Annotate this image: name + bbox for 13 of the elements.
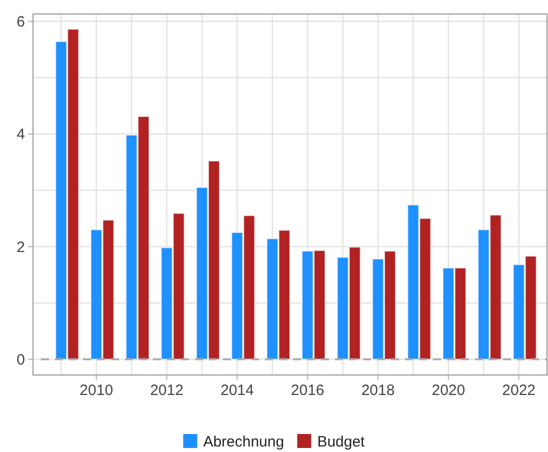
legend-label: Abrechnung [203,433,284,450]
x-tick-label: 2020 [432,382,466,399]
y-tick-label: 0 [16,351,25,368]
y-tick-label: 2 [16,238,25,256]
y-tick-label: 6 [16,14,25,31]
x-tick-label: 2016 [290,382,324,399]
x-tick-label: 2022 [502,382,536,399]
legend-label: Budget [317,433,366,450]
x-tick-label: 2014 [220,382,254,399]
x-tick-label: 2018 [361,382,395,399]
x-tick-label: 2012 [150,382,184,399]
y-tick-label: 4 [16,126,25,144]
x-tick-label: 2010 [80,382,114,399]
